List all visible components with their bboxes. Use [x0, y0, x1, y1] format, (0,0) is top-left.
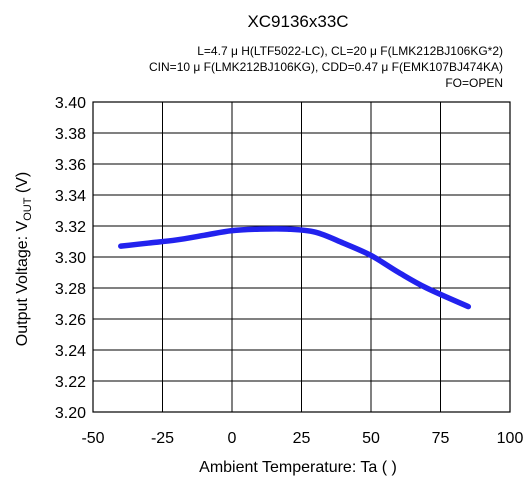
series-line — [118, 226, 472, 310]
y-tick-label: 3.22 — [55, 374, 86, 391]
condition-line-3: FO=OPEN — [445, 76, 503, 90]
x-axis-ticks: -50 -25 0 25 50 75 100 — [81, 430, 523, 447]
y-axis-ticks: 3.20 3.22 3.24 3.26 3.28 3.30 3.32 3.34 3.36 3.38… — [55, 95, 86, 422]
condition-line-2: CIN=10 μ F(LMK212BJ106KG), CDD=0.47 μ F(… — [149, 60, 503, 74]
y-tick-label: 3.32 — [55, 219, 86, 236]
y-tick-label: 3.34 — [55, 188, 86, 205]
x-tick-label: 0 — [228, 430, 237, 447]
x-tick-label: -50 — [81, 430, 104, 447]
y-tick-label: 3.26 — [55, 312, 86, 329]
y-axis-label-subscript: OUT — [22, 197, 34, 221]
y-tick-label: 3.36 — [55, 157, 86, 174]
chart-title: XC9136x33C — [247, 12, 348, 31]
y-tick-label: 3.30 — [55, 250, 86, 267]
x-tick-label: 75 — [432, 430, 450, 447]
y-axis-label-unit: (V) — [14, 172, 31, 198]
y-tick-label: 3.40 — [55, 95, 86, 112]
y-tick-label: 3.20 — [55, 405, 86, 422]
y-tick-label: 3.38 — [55, 126, 86, 143]
x-tick-label: 100 — [497, 430, 524, 447]
x-tick-label: -25 — [151, 430, 174, 447]
grid-lines — [92, 101, 511, 413]
y-tick-label: 3.28 — [55, 281, 86, 298]
plot-frame — [92, 101, 511, 413]
y-axis-label-main: Output Voltage: V — [14, 220, 31, 346]
x-axis-label: Ambient Temperature: Ta ( ) — [199, 459, 397, 476]
x-tick-label: 25 — [293, 430, 311, 447]
condition-line-1: L=4.7 μ H(LTF5022-LC), CL=20 μ F(LMK212B… — [197, 44, 503, 58]
y-axis-label: Output Voltage: VOUT (V) — [14, 172, 34, 346]
x-tick-label: 50 — [362, 430, 380, 447]
y-tick-label: 3.24 — [55, 343, 86, 360]
